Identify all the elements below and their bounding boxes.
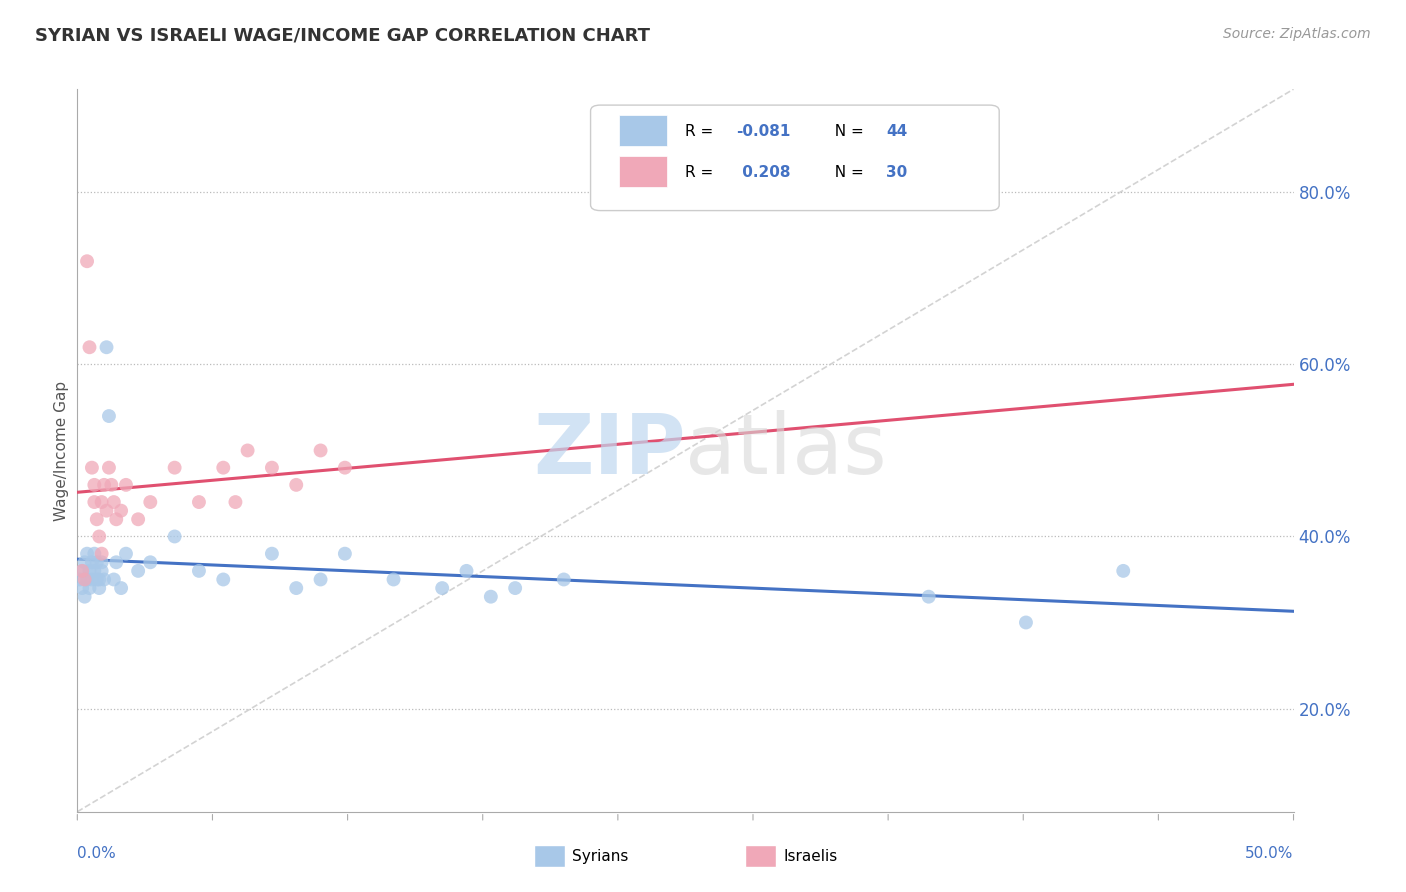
Point bbox=[139, 495, 162, 509]
Point bbox=[309, 443, 332, 458]
Point bbox=[90, 547, 112, 561]
Point bbox=[70, 564, 93, 578]
Point bbox=[100, 478, 122, 492]
Point bbox=[83, 495, 105, 509]
Text: Syrians: Syrians bbox=[572, 849, 628, 863]
Point bbox=[73, 590, 96, 604]
Point bbox=[70, 564, 93, 578]
Point bbox=[918, 590, 941, 604]
Point bbox=[212, 460, 235, 475]
Point bbox=[89, 529, 111, 543]
Point bbox=[83, 478, 105, 492]
Point bbox=[110, 503, 132, 517]
Point bbox=[260, 547, 283, 561]
Point bbox=[79, 340, 101, 354]
Point bbox=[285, 581, 308, 595]
Point bbox=[479, 590, 502, 604]
Text: ZIP: ZIP bbox=[533, 410, 686, 491]
Text: N =: N = bbox=[825, 124, 869, 138]
Point bbox=[188, 564, 211, 578]
Point bbox=[127, 512, 149, 526]
Point bbox=[260, 460, 283, 475]
Point bbox=[80, 460, 103, 475]
Point bbox=[93, 573, 115, 587]
Text: atlas: atlas bbox=[686, 410, 887, 491]
Text: SYRIAN VS ISRAELI WAGE/INCOME GAP CORRELATION CHART: SYRIAN VS ISRAELI WAGE/INCOME GAP CORREL… bbox=[35, 27, 650, 45]
Point bbox=[90, 564, 112, 578]
Point bbox=[70, 581, 93, 595]
Text: R =: R = bbox=[686, 165, 718, 180]
Point bbox=[236, 443, 259, 458]
Point bbox=[553, 573, 575, 587]
Text: Israelis: Israelis bbox=[783, 849, 838, 863]
Point bbox=[83, 564, 105, 578]
FancyBboxPatch shape bbox=[619, 156, 668, 186]
Point bbox=[163, 460, 186, 475]
Point bbox=[115, 478, 138, 492]
Point bbox=[105, 555, 128, 569]
Text: -0.081: -0.081 bbox=[737, 124, 792, 138]
Point bbox=[188, 495, 211, 509]
Text: N =: N = bbox=[825, 165, 869, 180]
Point bbox=[224, 495, 246, 509]
Point bbox=[79, 581, 101, 595]
Point bbox=[103, 495, 125, 509]
Point bbox=[285, 478, 308, 492]
Point bbox=[73, 573, 96, 587]
Point bbox=[73, 555, 96, 569]
FancyBboxPatch shape bbox=[591, 105, 1000, 211]
FancyBboxPatch shape bbox=[619, 115, 668, 145]
Point bbox=[115, 547, 138, 561]
Point bbox=[86, 512, 108, 526]
Point bbox=[1015, 615, 1038, 630]
Point bbox=[333, 460, 356, 475]
Point bbox=[97, 460, 120, 475]
Point bbox=[79, 564, 101, 578]
Point bbox=[76, 254, 98, 268]
Point bbox=[76, 573, 98, 587]
Point bbox=[212, 573, 235, 587]
Point bbox=[382, 573, 405, 587]
Point bbox=[103, 573, 125, 587]
Text: Source: ZipAtlas.com: Source: ZipAtlas.com bbox=[1223, 27, 1371, 41]
Point bbox=[89, 573, 111, 587]
Text: 0.0%: 0.0% bbox=[77, 847, 117, 862]
Point bbox=[1112, 564, 1135, 578]
Point bbox=[163, 529, 186, 543]
Point bbox=[86, 555, 108, 569]
Point bbox=[76, 547, 98, 561]
Text: 44: 44 bbox=[886, 124, 907, 138]
Point bbox=[503, 581, 526, 595]
Point bbox=[93, 478, 115, 492]
Point bbox=[309, 573, 332, 587]
Point bbox=[90, 555, 112, 569]
Point bbox=[80, 555, 103, 569]
Text: R =: R = bbox=[686, 124, 718, 138]
Point bbox=[83, 547, 105, 561]
Point bbox=[333, 547, 356, 561]
Point bbox=[96, 340, 118, 354]
Point bbox=[89, 581, 111, 595]
Point bbox=[110, 581, 132, 595]
Point bbox=[90, 495, 112, 509]
Point bbox=[139, 555, 162, 569]
Point bbox=[127, 564, 149, 578]
Point bbox=[430, 581, 453, 595]
Point bbox=[96, 503, 118, 517]
Point bbox=[86, 573, 108, 587]
Point bbox=[69, 573, 91, 587]
Point bbox=[80, 573, 103, 587]
Y-axis label: Wage/Income Gap: Wage/Income Gap bbox=[53, 380, 69, 521]
Text: 50.0%: 50.0% bbox=[1246, 847, 1294, 862]
Text: 30: 30 bbox=[886, 165, 907, 180]
Point bbox=[105, 512, 128, 526]
Point bbox=[456, 564, 478, 578]
Text: 0.208: 0.208 bbox=[737, 165, 790, 180]
Point bbox=[97, 409, 120, 423]
